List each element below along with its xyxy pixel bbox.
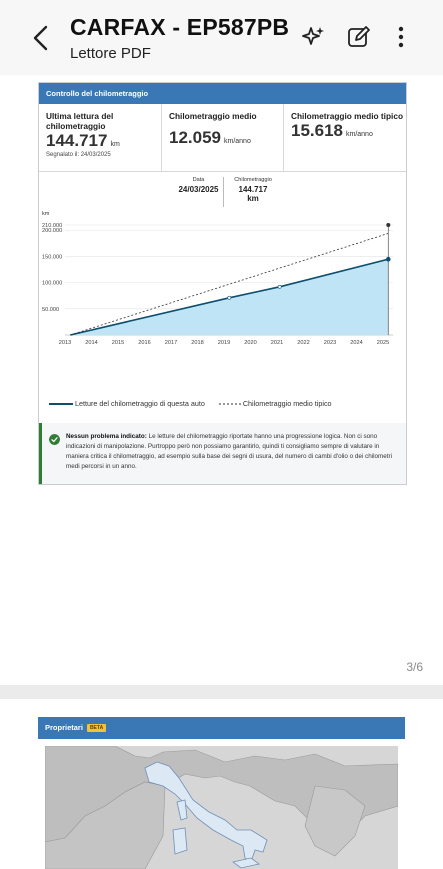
app-subtitle: Lettore PDF xyxy=(70,45,151,62)
chart-legend: Letture del chilometraggio di questa aut… xyxy=(49,399,332,408)
edit-icon[interactable] xyxy=(346,24,372,50)
notice-text: Nessun problema indicato: Le letture del… xyxy=(66,432,399,472)
stat-value: 12.059 xyxy=(169,128,221,147)
tooltip-date-label: Data xyxy=(192,177,205,183)
x-tick-label: 2016 xyxy=(138,340,150,346)
x-tick-label: 2021 xyxy=(271,340,283,346)
chart-tooltip: Data 24/03/2025 Chilometraggio 144.717 k… xyxy=(170,177,285,207)
last-reading-stat: Ultima lettura del chilometraggio 144.71… xyxy=(39,104,161,171)
stat-note: Segnalato il: 24/03/2025 xyxy=(46,152,111,158)
stat-value: 15.618 xyxy=(291,121,343,140)
x-tick-label: 2019 xyxy=(218,340,230,346)
y-tick-label: 100.000 xyxy=(42,281,62,287)
x-tick-label: 2022 xyxy=(297,340,309,346)
x-tick-label: 2015 xyxy=(112,340,124,346)
mileage-point xyxy=(385,256,391,262)
check-circle-icon xyxy=(49,434,60,445)
x-tick-label: 2018 xyxy=(191,340,203,346)
tooltip-km-unit: km xyxy=(247,194,259,203)
y-axis-label: km xyxy=(42,211,50,217)
typical-point xyxy=(386,223,391,227)
tooltip-km-label: Chilometraggio xyxy=(234,177,272,183)
more-options-icon[interactable] xyxy=(388,24,414,50)
tooltip-divider xyxy=(223,177,224,207)
x-tick-label: 2023 xyxy=(324,340,336,346)
y-tick-label: 50.000 xyxy=(42,307,59,313)
mileage-stats: Ultima lettura del chilometraggio 144.71… xyxy=(39,104,406,172)
stat-label: Chilometraggio medio xyxy=(169,111,257,121)
stat-unit: km xyxy=(110,141,120,148)
x-tick-label: 2013 xyxy=(59,340,71,346)
document-title: CARFAX - EP587PB xyxy=(70,14,290,40)
stat-value: 144.717 xyxy=(46,131,108,150)
x-tick-label: 2025 xyxy=(377,340,389,346)
mileage-point xyxy=(277,284,282,289)
owners-title: Proprietari xyxy=(45,723,83,732)
tooltip-km-value: 144.717 xyxy=(238,185,268,194)
average-mileage-stat: Chilometraggio medio 12.059 km/anno xyxy=(161,104,283,171)
ai-sparkle-icon[interactable] xyxy=(300,24,326,50)
tooltip-date-value: 24/03/2025 xyxy=(178,185,219,194)
x-tick-label: 2014 xyxy=(85,340,97,346)
y-tick-label: 210.000 xyxy=(42,223,62,229)
x-tick-label: 2024 xyxy=(350,340,362,346)
stat-label: Ultima lettura del chilometraggio xyxy=(46,111,114,131)
legend-solid-line-icon xyxy=(49,403,73,406)
card-header: Controllo del chilometraggio xyxy=(39,83,406,104)
beta-badge: BETA xyxy=(86,724,107,733)
page-separator xyxy=(0,685,443,699)
stat-unit: km/anno xyxy=(346,131,373,138)
mileage-area xyxy=(70,259,389,335)
stat-label: Chilometraggio medio tipico xyxy=(291,111,404,121)
mileage-point xyxy=(227,295,232,300)
notice-title: Nessun problema indicato: xyxy=(66,433,147,440)
page-indicator: 3/6 xyxy=(406,660,423,674)
stat-unit: km/anno xyxy=(224,138,251,145)
back-arrow-icon[interactable] xyxy=(28,22,54,54)
x-tick-label: 2020 xyxy=(244,340,256,346)
y-tick-label: 150.000 xyxy=(42,254,62,260)
mileage-line xyxy=(70,258,389,336)
y-tick-label: 200.000 xyxy=(42,228,62,234)
mileage-check-card: Controllo del chilometraggio Ultima lett… xyxy=(38,82,407,485)
owners-header: Proprietari BETA xyxy=(38,717,405,739)
legend-typical-label: Chilometraggio medio tipico xyxy=(242,399,332,408)
no-issue-notice: Nessun problema indicato: Le letture del… xyxy=(39,423,406,484)
x-tick-label: 2017 xyxy=(165,340,177,346)
owners-map xyxy=(45,746,398,869)
typical-mileage-stat: Chilometraggio medio tipico 15.618 km/ann… xyxy=(283,104,406,171)
app-bar: CARFAX - EP587PB Lettore PDF xyxy=(0,0,443,76)
legend-own-label: Letture del chilometraggio di questa aut… xyxy=(75,399,205,408)
notice-body: Le letture del chilometraggio riportate … xyxy=(66,433,393,470)
legend-dotted-line-icon xyxy=(218,403,241,405)
